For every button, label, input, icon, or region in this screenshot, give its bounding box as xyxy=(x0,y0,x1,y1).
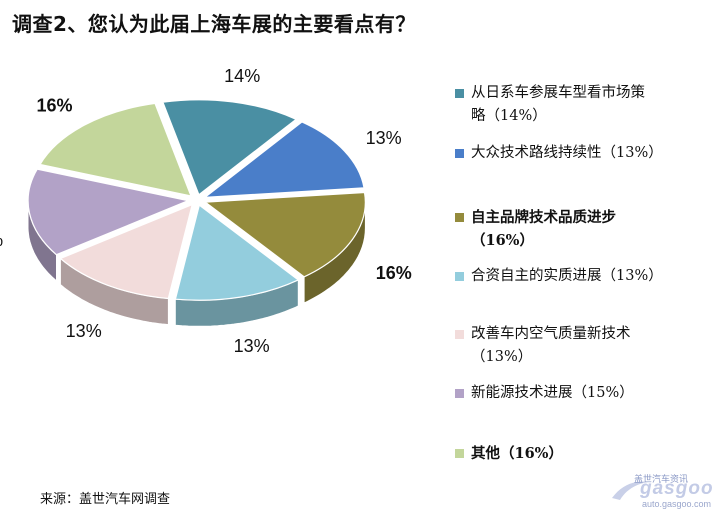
watermark-url: auto.gasgoo.com xyxy=(642,499,712,509)
legend-label: 大众技术路线持续性（13%） xyxy=(471,142,663,165)
legend-label-line: （13%） xyxy=(471,349,533,365)
legend-label: 改善车内空气质量新技术 （13%） xyxy=(471,323,631,369)
legend-item: 合资自主的实质进展（13%） xyxy=(455,265,705,288)
slice-percent-label: 13% xyxy=(234,336,270,356)
legend-item: 改善车内空气质量新技术 （13%） xyxy=(455,323,705,369)
slice-percent-label: 16% xyxy=(376,263,412,283)
slice-percent-label: 13% xyxy=(366,128,402,148)
legend-label-line: 新能源技术进展（15%） xyxy=(471,385,634,401)
legend-swatch xyxy=(455,149,464,158)
legend-label: 其他（16%） xyxy=(471,442,563,465)
legend-label: 合资自主的实质进展（13%） xyxy=(471,265,663,288)
source-note: 来源：盖世汽车网调查 xyxy=(40,492,171,507)
legend-swatch xyxy=(455,330,464,339)
legend-item: 大众技术路线持续性（13%） xyxy=(455,142,705,165)
slice-percent-label: 13% xyxy=(66,321,102,341)
legend-swatch xyxy=(455,449,464,458)
watermark-top-text: 盖世汽车资讯 xyxy=(634,474,689,484)
watermark-logo: 盖世汽车资讯 gasgoo auto.gasgoo.com xyxy=(610,472,712,509)
pie-slice xyxy=(39,102,192,197)
slice-percent-label: 14% xyxy=(224,66,260,86)
pie-slice xyxy=(174,204,300,301)
legend-item: 新能源技术进展（15%） xyxy=(455,382,705,405)
legend-item: 自主品牌技术品质进步 （16%） xyxy=(455,206,705,252)
legend-label-line: 大众技术路线持续性（13%） xyxy=(471,145,663,161)
pie-slice xyxy=(162,99,298,196)
legend-swatch xyxy=(455,213,464,222)
legend-swatch xyxy=(455,389,464,398)
legend-item: 其他（16%） xyxy=(455,442,705,465)
legend-label: 从日系车参展车型看市场策 略（14%） xyxy=(471,82,645,128)
legend-label-line: 其他（16%） xyxy=(471,445,563,462)
pie-slice xyxy=(59,203,194,300)
pie-chart: 14% 13% 16% 13% 13% 15% 16% xyxy=(0,66,412,356)
slice-percent-label: 15% xyxy=(0,230,3,250)
swoosh-icon xyxy=(612,481,648,500)
legend-swatch xyxy=(455,89,464,98)
legend-label-line: （16%） xyxy=(471,232,534,249)
legend-label: 自主品牌技术品质进步 （16%） xyxy=(471,206,616,252)
legend-label-line: 略（14%） xyxy=(471,108,547,124)
slice-percent-label: 16% xyxy=(36,95,72,115)
pie-slice xyxy=(27,168,191,256)
legend-item: 从日系车参展车型看市场策 略（14%） xyxy=(455,82,705,128)
legend-label-line: 自主品牌技术品质进步 xyxy=(471,209,616,226)
chart-title: 调查2、您认为此届上海车展的主要看点有？ xyxy=(12,12,416,36)
legend-label: 新能源技术进展（15%） xyxy=(471,382,634,405)
legend-swatch xyxy=(455,272,464,281)
watermark-brand: gasgoo xyxy=(640,478,712,499)
legend-label-line: 改善车内空气质量新技术 xyxy=(471,326,631,342)
pie-slice xyxy=(203,191,366,278)
legend-label-line: 合资自主的实质进展（13%） xyxy=(471,268,663,284)
pie-slice xyxy=(203,121,365,199)
legend-label-line: 从日系车参展车型看市场策 xyxy=(471,85,645,101)
